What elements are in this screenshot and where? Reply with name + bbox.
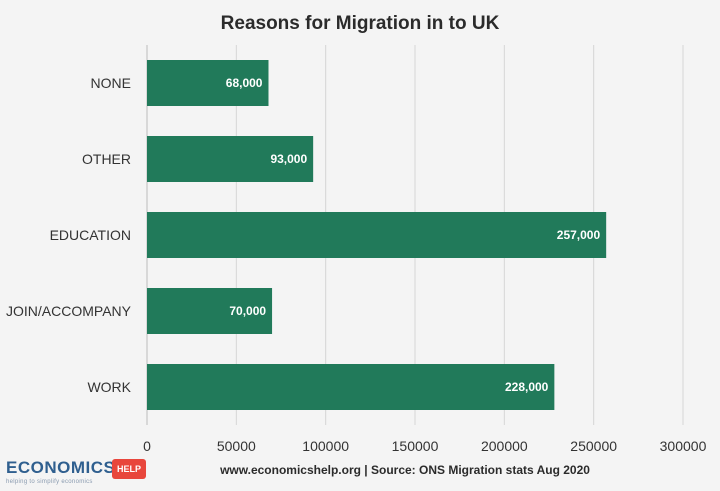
x-tick-label: 200000 xyxy=(481,438,528,454)
bar-other xyxy=(147,136,314,182)
x-tick-label: 0 xyxy=(143,438,151,454)
bar-work xyxy=(147,364,555,410)
data-label: 68,000 xyxy=(226,76,263,90)
category-labels: NONE OTHER EDUCATION JOIN/ACCOMPANY WORK xyxy=(6,75,132,395)
economics-help-logo: ECONOMICS HELP helping to simplify econo… xyxy=(2,456,150,490)
category-label: JOIN/ACCOMPANY xyxy=(6,303,132,319)
x-tick-label: 150000 xyxy=(392,438,439,454)
logo-badge: HELP xyxy=(112,459,146,479)
x-axis-tick-labels: 0 50000 100000 150000 200000 250000 300000 xyxy=(143,438,706,454)
bar-join-accompany xyxy=(147,288,273,334)
data-label: 70,000 xyxy=(229,304,266,318)
chart-title: Reasons for Migration in to UK xyxy=(221,13,500,34)
x-tick-label: 250000 xyxy=(570,438,617,454)
x-tick-label: 300000 xyxy=(660,438,707,454)
category-label: NONE xyxy=(91,75,131,91)
category-label: OTHER xyxy=(82,151,131,167)
bar-education xyxy=(147,212,607,258)
bars: 68,000 93,000 257,000 70,000 228,000 xyxy=(147,60,607,410)
logo-wordmark: ECONOMICS xyxy=(6,458,116,477)
x-tick-label: 100000 xyxy=(302,438,349,454)
category-label: WORK xyxy=(87,379,131,395)
data-label: 93,000 xyxy=(270,152,307,166)
source-caption: www.economicshelp.org | Source: ONS Migr… xyxy=(219,463,590,477)
data-label: 228,000 xyxy=(505,380,549,394)
logo-tagline: helping to simplify economics xyxy=(6,479,93,485)
category-label: EDUCATION xyxy=(50,227,131,243)
data-label: 257,000 xyxy=(557,228,601,242)
x-tick-label: 50000 xyxy=(217,438,256,454)
bar-none xyxy=(147,60,269,106)
